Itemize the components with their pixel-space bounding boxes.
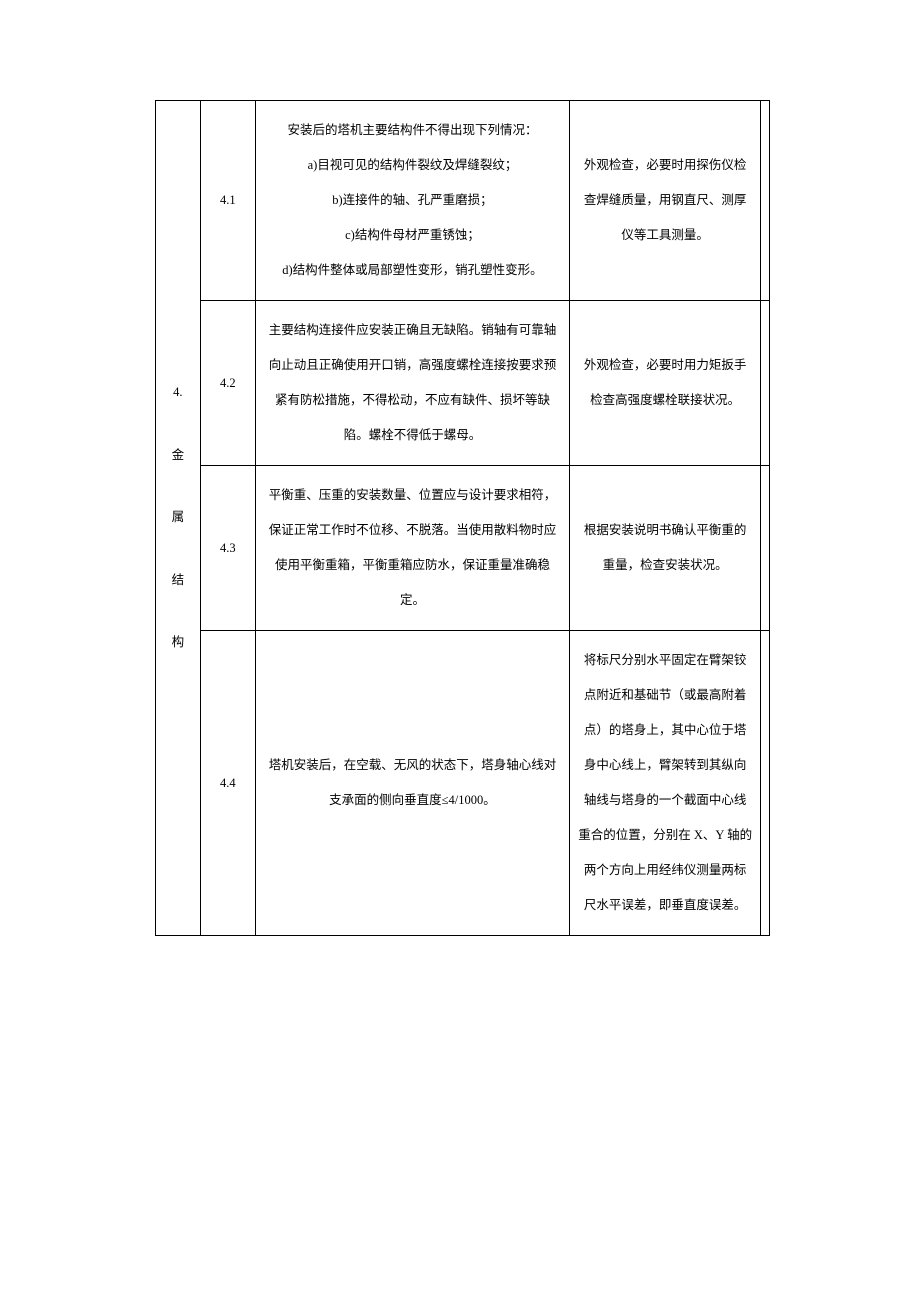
- tail-cell: [761, 631, 770, 936]
- row-method: 外观检查，必要时用探伤仪检查焊缝质量，用钢直尺、测厚仪等工具测量。: [569, 101, 761, 301]
- tail-cell: [761, 466, 770, 631]
- row-content: 平衡重、压重的安装数量、位置应与设计要求相符，保证正常工作时不位移、不脱落。当使…: [256, 466, 570, 631]
- row-number: 4.3: [200, 466, 255, 631]
- content-line: c)结构件母材严重锈蚀；: [264, 218, 561, 253]
- table-row: 4. 金 属 结 构 4.1 安装后的塔机主要结构件不得出现下列情况： a)目视…: [156, 101, 770, 301]
- category-char: 金: [172, 448, 185, 462]
- table-row: 4.3 平衡重、压重的安装数量、位置应与设计要求相符，保证正常工作时不位移、不脱…: [156, 466, 770, 631]
- table-row: 4.2 主要结构连接件应安装正确且无缺陷。销轴有可靠轴向止动且正确使用开口销，高…: [156, 301, 770, 466]
- category-char: 构: [172, 635, 185, 649]
- content-line: d)结构件整体或局部塑性变形，销孔塑性变形。: [264, 253, 561, 288]
- row-number: 4.4: [200, 631, 255, 936]
- category-char: 属: [172, 510, 185, 524]
- tail-cell: [761, 101, 770, 301]
- inspection-table: 4. 金 属 结 构 4.1 安装后的塔机主要结构件不得出现下列情况： a)目视…: [155, 100, 770, 936]
- tail-cell: [761, 301, 770, 466]
- row-content: 塔机安装后，在空载、无风的状态下，塔身轴心线对支承面的侧向垂直度≤4/1000。: [256, 631, 570, 936]
- row-method: 根据安装说明书确认平衡重的重量，检查安装状况。: [569, 466, 761, 631]
- category-number: 4.: [173, 385, 182, 399]
- row-method: 将标尺分别水平固定在臂架铰点附近和基础节（或最高附着点）的塔身上，其中心位于塔身…: [569, 631, 761, 936]
- row-number: 4.2: [200, 301, 255, 466]
- row-number: 4.1: [200, 101, 255, 301]
- content-line: a)目视可见的结构件裂纹及焊缝裂纹；: [264, 148, 561, 183]
- row-content: 主要结构连接件应安装正确且无缺陷。销轴有可靠轴向止动且正确使用开口销，高强度螺栓…: [256, 301, 570, 466]
- content-line: 安装后的塔机主要结构件不得出现下列情况：: [264, 113, 561, 148]
- content-line: b)连接件的轴、孔严重磨损；: [264, 183, 561, 218]
- category-char: 结: [172, 573, 185, 587]
- row-method: 外观检查，必要时用力矩扳手检查高强度螺栓联接状况。: [569, 301, 761, 466]
- category-cell: 4. 金 属 结 构: [156, 101, 201, 936]
- row-content: 安装后的塔机主要结构件不得出现下列情况： a)目视可见的结构件裂纹及焊缝裂纹； …: [256, 101, 570, 301]
- table-row: 4.4 塔机安装后，在空载、无风的状态下，塔身轴心线对支承面的侧向垂直度≤4/1…: [156, 631, 770, 936]
